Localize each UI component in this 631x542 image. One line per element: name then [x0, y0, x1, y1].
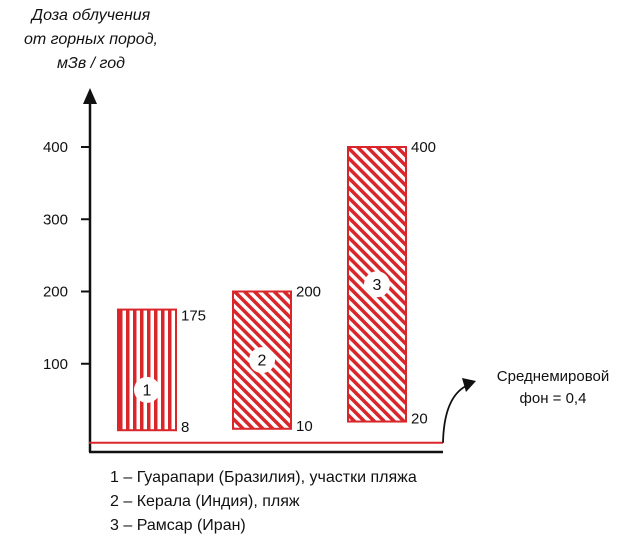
- bar-number-badge: [364, 271, 390, 298]
- y-axis-title: Доза облучения от горных пород, мЗв / го…: [16, 4, 166, 76]
- bar-high-value-label: 400: [411, 139, 436, 156]
- bar-high-value-label: 175: [181, 308, 206, 325]
- baseline-annotation: Среднемировой фон = 0,4: [488, 366, 618, 410]
- bar-high-value-label: 200: [296, 284, 321, 301]
- bar-number-label: 3: [373, 277, 382, 294]
- y-axis-title-line: от горных пород,: [24, 31, 158, 48]
- y-tick-label: 200: [43, 284, 68, 301]
- y-tick-label: 300: [43, 211, 68, 228]
- bar-number-label: 1: [143, 382, 152, 399]
- y-tick-label: 100: [43, 356, 68, 373]
- bar-number-label: 2: [258, 353, 267, 370]
- bar-number-badge: [134, 376, 160, 403]
- baseline-annotation-line: фон = 0,4: [519, 390, 587, 407]
- y-axis-title-line: Доза облучения: [31, 7, 151, 24]
- legend-item: 3 – Рамсар (Иран): [110, 517, 246, 534]
- legend-item: 1 – Гуарапари (Бразилия), участки пляжа: [110, 469, 417, 486]
- bar-number-badge: [249, 347, 275, 374]
- bar-low-value-label: 8: [181, 419, 189, 436]
- annotation-connector: [442, 385, 467, 443]
- annotation-arrow-icon: [462, 378, 476, 392]
- axes: 100 200 300 400: [43, 88, 476, 454]
- bars: 1 2 3: [117, 146, 407, 432]
- y-tick-label: 400: [43, 139, 68, 156]
- bar-low-value-label: 20: [411, 411, 428, 428]
- legend-item: 2 – Керала (Индия), пляж: [110, 493, 300, 510]
- y-axis-title-line: мЗв / год: [57, 55, 125, 72]
- baseline-annotation-line: Среднемировой: [496, 368, 610, 385]
- bar-1: [117, 308, 177, 432]
- value-labels: 175 8 200 10 400 20: [181, 139, 436, 436]
- legend: 1 – Гуарапари (Бразилия), участки пляжа …: [110, 466, 417, 538]
- bar-low-value-label: 10: [296, 418, 313, 435]
- y-axis-arrow-icon: [83, 88, 97, 104]
